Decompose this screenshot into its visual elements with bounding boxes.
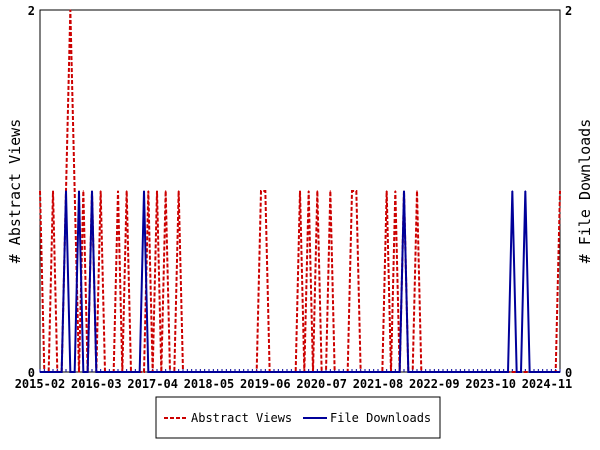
x-tick-label: 2022-09 xyxy=(409,377,460,391)
x-tick-label: 2021-08 xyxy=(353,377,404,391)
data-point xyxy=(308,190,310,192)
data-point xyxy=(65,190,67,192)
data-point xyxy=(39,190,41,192)
data-point xyxy=(403,190,405,192)
data-point xyxy=(69,9,71,11)
legend-box xyxy=(155,396,441,439)
y-axis-right-title: # File Downloads xyxy=(576,119,594,264)
data-point xyxy=(52,190,54,192)
data-point xyxy=(524,190,526,192)
y-left-tick-top: 2 xyxy=(28,4,35,18)
x-tick-label: 2017-04 xyxy=(127,377,178,391)
data-point xyxy=(69,371,71,373)
x-tick-label: 2019-06 xyxy=(240,377,291,391)
data-point xyxy=(61,371,63,373)
x-tick-label: 2018-05 xyxy=(184,377,235,391)
legend: Abstract Views File Downloads xyxy=(155,396,441,439)
y-axis-left-title: # Abstract Views xyxy=(6,119,24,264)
data-point xyxy=(100,190,102,192)
data-point xyxy=(507,371,509,373)
data-point xyxy=(143,190,145,192)
x-tick-label: 2024-11 xyxy=(522,377,573,391)
data-point xyxy=(529,371,531,373)
series-layer xyxy=(39,9,561,373)
data-point xyxy=(299,190,301,192)
x-axis-labels: 2015-02 2016-03 2017-04 2018-05 2019-06 2020-… xyxy=(15,377,573,391)
data-point xyxy=(511,190,513,192)
data-point xyxy=(260,190,262,192)
data-point xyxy=(178,190,180,192)
data-point xyxy=(559,190,561,192)
data-point xyxy=(147,371,149,373)
data-point xyxy=(82,190,84,192)
data-point xyxy=(91,190,93,192)
y-left-tick-bottom: 0 xyxy=(28,366,35,380)
data-point xyxy=(156,190,158,192)
data-point xyxy=(264,190,266,192)
data-point xyxy=(355,190,357,192)
data-point xyxy=(559,371,561,373)
data-point xyxy=(82,371,84,373)
data-point xyxy=(78,371,80,373)
data-point xyxy=(143,371,145,373)
data-point xyxy=(74,190,76,192)
data-point xyxy=(126,190,128,192)
data-point xyxy=(407,371,409,373)
x-tick-label: 2015-02 xyxy=(15,377,66,391)
data-point xyxy=(74,371,76,373)
data-point xyxy=(78,190,80,192)
data-point xyxy=(516,371,518,373)
data-point xyxy=(316,190,318,192)
data-point xyxy=(416,190,418,192)
data-point xyxy=(39,371,41,373)
data-point xyxy=(399,371,401,373)
data-point xyxy=(329,190,331,192)
data-point xyxy=(165,190,167,192)
x-tick-label: 2016-03 xyxy=(71,377,122,391)
data-point xyxy=(87,371,89,373)
x-tick-label: 2020-07 xyxy=(296,377,347,391)
data-point xyxy=(351,190,353,192)
y-right-tick-bottom: 0 xyxy=(565,366,572,380)
data-point xyxy=(386,190,388,192)
data-point xyxy=(95,371,97,373)
data-point xyxy=(394,190,396,192)
legend-label-file-downloads: File Downloads xyxy=(330,411,431,425)
data-point xyxy=(520,371,522,373)
legend-label-abstract-views: Abstract Views xyxy=(191,411,292,425)
data-point xyxy=(139,371,141,373)
x-tick-label: 2023-10 xyxy=(465,377,516,391)
y-right-tick-top: 2 xyxy=(565,4,572,18)
data-point xyxy=(117,190,119,192)
data-point xyxy=(147,190,149,192)
